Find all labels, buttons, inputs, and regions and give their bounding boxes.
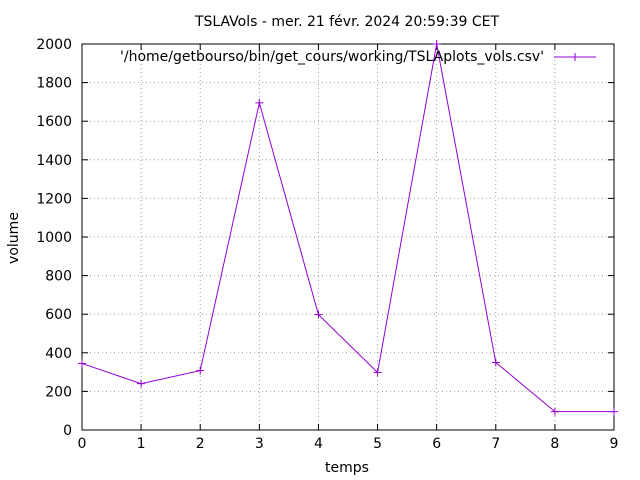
series-layer: [78, 40, 618, 416]
y-tick-label: 1400: [36, 153, 72, 169]
y-tick-label: 200: [45, 384, 72, 400]
data-point: [550, 407, 559, 416]
data-point: [255, 98, 264, 107]
x-tick-label: 2: [196, 436, 205, 452]
data-point: [610, 407, 618, 416]
data-point: [491, 358, 500, 367]
grid-lines: [82, 44, 614, 430]
tick-labels: 0 1 2 3 4 5 6 7 8 9 0 200 400 600 800 1000 1200 1400 1600 1…: [36, 37, 618, 452]
y-tick-label: 1000: [36, 230, 72, 246]
x-tick-label: 9: [610, 436, 619, 452]
y-tick-label: 0: [63, 423, 72, 439]
x-tick-label: 5: [373, 436, 382, 452]
y-tick-label: 400: [45, 346, 72, 362]
y-tick-label: 1800: [36, 76, 72, 92]
x-tick-label: 4: [314, 436, 323, 452]
x-axis-label: temps: [325, 460, 369, 476]
legend: '/home/getbourso/bin/get_cours/working/T…: [120, 49, 596, 65]
legend-marker: [571, 53, 579, 61]
y-tick-label: 600: [45, 307, 72, 323]
data-point: [314, 310, 323, 319]
y-tick-label: 1600: [36, 114, 72, 130]
data-point: [137, 379, 146, 388]
series-line: [81, 43, 614, 413]
y-tick-label: 2000: [36, 37, 72, 53]
x-tick-label: 8: [550, 436, 559, 452]
chart-title: TSLAVols - mer. 21 févr. 2024 20:59:39 C…: [194, 14, 500, 30]
y-axis-label: volume: [6, 212, 22, 264]
data-point: [373, 368, 382, 377]
data-point: [432, 40, 441, 48]
x-tick-label: 6: [432, 436, 441, 452]
x-tick-label: 0: [78, 436, 87, 452]
legend-label: '/home/getbourso/bin/get_cours/working/T…: [120, 49, 544, 65]
x-tick-label: 7: [491, 436, 500, 452]
y-tick-label: 1200: [36, 191, 72, 207]
x-tick-label: 1: [137, 436, 146, 452]
x-tick-label: 3: [255, 436, 264, 452]
data-point: [196, 366, 205, 375]
data-point: [78, 359, 86, 368]
y-tick-label: 800: [45, 269, 72, 285]
